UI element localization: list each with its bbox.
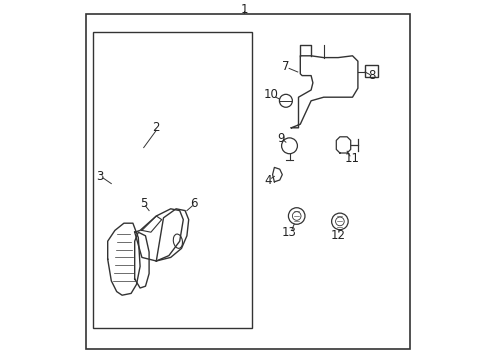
Text: 12: 12 bbox=[330, 229, 345, 242]
Text: 5: 5 bbox=[140, 197, 147, 210]
Text: 7: 7 bbox=[282, 60, 289, 73]
Text: 6: 6 bbox=[190, 197, 198, 210]
Text: 13: 13 bbox=[282, 226, 296, 239]
Text: 8: 8 bbox=[368, 69, 375, 82]
Text: 4: 4 bbox=[264, 174, 271, 186]
Text: 9: 9 bbox=[276, 132, 284, 145]
Text: 3: 3 bbox=[96, 170, 103, 183]
Text: 10: 10 bbox=[263, 88, 278, 101]
Text: 1: 1 bbox=[240, 3, 248, 15]
Bar bbox=[93, 32, 251, 328]
Bar bbox=[365, 65, 377, 77]
Text: 11: 11 bbox=[345, 152, 359, 165]
Text: 2: 2 bbox=[152, 121, 160, 134]
